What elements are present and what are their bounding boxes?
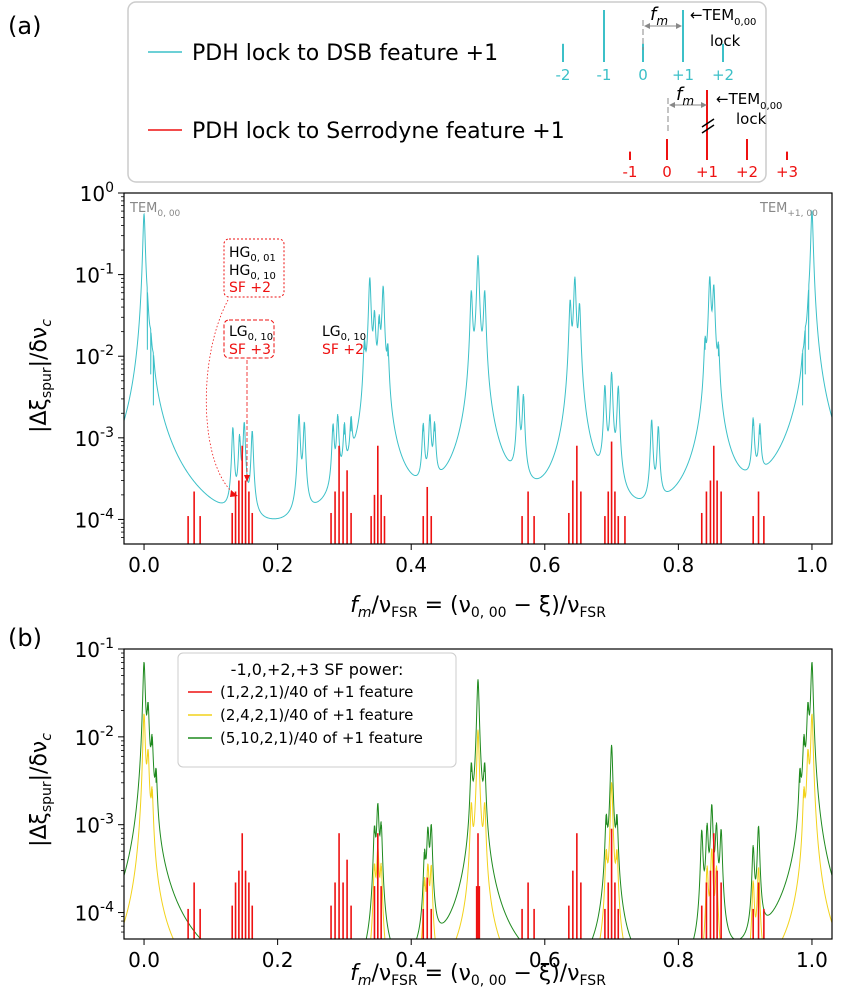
- panel-a-x-axis-label: fm/νFSR = (ν0, 00 − ξ)/νFSR: [350, 593, 606, 621]
- panel-a-y-ticks: 100 10-1 10-2 10-3 10-4: [75, 180, 124, 538]
- panel-b-plot-area: [124, 661, 832, 939]
- x-tick-label: 0.6: [529, 948, 561, 972]
- panel-label-b: (b): [8, 624, 42, 652]
- arrowhead-hg: [230, 490, 238, 497]
- panel-b-y-axis-label: |Δξspur|/δνc: [27, 733, 55, 847]
- inset-tem-label-2: ←TEM0,00: [716, 90, 782, 112]
- legend-b-label: (5,10,2,1)/40 of +1 feature: [220, 729, 423, 747]
- x-tick-label: 0.6: [529, 553, 561, 577]
- annotation-tem-0-00: TEM0, 00: [129, 201, 181, 219]
- y-tick-label: 10-3: [75, 812, 114, 838]
- legend-b-label: (2,4,2,1)/40 of +1 feature: [220, 706, 413, 724]
- inset-dsb-order-label: -2: [556, 66, 571, 84]
- legend-b-title: -1,0,+2,+3 SF power:: [231, 660, 404, 679]
- panel-b: 0.0 0.2 0.4 0.6 0.8 1.0 10-1 10-2 10-3 10-4 -1,0…: [27, 636, 833, 989]
- arrowhead-lg: [244, 475, 250, 482]
- y-tick-label: 10-3: [75, 425, 114, 451]
- inset-serrodyne-order-label: 0: [662, 163, 672, 181]
- x-tick-label: 0.0: [128, 948, 160, 972]
- y-tick-label: 10-2: [75, 724, 114, 750]
- annotation-lg-0-10-a: LG0, 10: [229, 324, 273, 343]
- x-tick-label: 0.8: [662, 948, 694, 972]
- panel-b-frame: [123, 648, 833, 940]
- inset-serrodyne-order-label: +1: [696, 163, 718, 181]
- y-tick-label: 10-2: [75, 343, 114, 369]
- x-tick-label: 1.0: [796, 948, 828, 972]
- break-mark-1: [701, 118, 715, 128]
- annotation-sf-plus3: SF +3: [229, 342, 271, 358]
- inset-dsb-order-label: +1: [672, 66, 694, 84]
- annotation-sf-plus2-a: SF +2: [229, 280, 271, 296]
- x-tick-label: 0.2: [262, 948, 294, 972]
- inset-dsb-fm-annotation: fm ←TEM0,00 lock: [642, 4, 756, 50]
- x-tick-label: 0.2: [262, 553, 294, 577]
- inset-dsb-order-label: +2: [712, 66, 734, 84]
- x-tick-label: 0.8: [662, 553, 694, 577]
- x-tick-label: 0.4: [395, 948, 427, 972]
- y-tick-label: 10-4: [75, 506, 115, 532]
- panel-b-x-axis-label: fm/νFSR = (ν0, 00 − ξ)/νFSR: [350, 961, 606, 989]
- inset-fm-label-2: fm: [676, 84, 694, 108]
- panel-b-x-ticks: 0.0 0.2 0.4 0.6 0.8 1.0: [128, 939, 828, 972]
- annotation-lg-0-10-b: LG0, 10: [322, 324, 366, 343]
- annotation-sf-plus2-b: SF +2: [322, 342, 364, 358]
- panel-b-y-ticks: 10-1 10-2 10-3 10-4: [75, 636, 124, 933]
- annotation-box-lg: [223, 319, 275, 359]
- panel-a-x-ticks: 0.0 0.2 0.4 0.6 0.8 1.0: [128, 544, 828, 577]
- break-mark-2: [701, 124, 715, 134]
- inset-serrodyne-order-label: +3: [776, 163, 798, 181]
- inset-fm-label-1: fm: [650, 4, 668, 28]
- inset-serrodyne-orders: -1 0 +1 +2 +3: [623, 90, 798, 181]
- annotation-hg-0-10: HG0, 10: [229, 263, 276, 282]
- legend-label-serrodyne: PDH lock to Serrodyne feature +1: [192, 119, 565, 144]
- y-tick-label: 10-1: [75, 636, 114, 662]
- legend-box-b: [177, 652, 457, 768]
- panel-a: 0.0 0.2 0.4 0.6 0.8 1.0 100 10-1 10-2 10-3 10-4 T…: [27, 180, 833, 621]
- inset-lock-label-1: lock: [710, 32, 741, 50]
- series-line: [124, 661, 832, 939]
- inset-dsb-order-label: 0: [638, 66, 648, 84]
- panel-label-a: (a): [8, 12, 41, 40]
- inset-tem-label-1: ←TEM0,00: [690, 6, 756, 28]
- inset-serrodyne-order-label: -1: [623, 163, 638, 181]
- panel-a-y-axis-label: |Δξspur|/δνc: [27, 319, 55, 433]
- annotation-box-hg: [223, 238, 285, 298]
- y-tick-label: 10-1: [75, 262, 114, 288]
- y-tick-label: 10-4: [75, 900, 115, 926]
- inset-serrodyne-fm-annotation: fm ←TEM0,00 lock: [667, 84, 782, 134]
- annotation-tem-plus1-00: TEM+1, 00: [759, 201, 818, 219]
- series-line: [124, 713, 832, 939]
- inset-serrodyne-order-label: +2: [736, 163, 758, 181]
- y-tick-label: 100: [80, 180, 114, 206]
- legend-box-a: [127, 1, 767, 183]
- panel-a-plot-area: [124, 209, 832, 544]
- inset-dsb-order-label: -1: [597, 66, 612, 84]
- x-tick-label: 1.0: [796, 553, 828, 577]
- legend-label-dsb: PDH lock to DSB feature +1: [192, 41, 498, 66]
- legend-b-label: (1,2,2,1)/40 of +1 feature: [220, 683, 413, 701]
- inset-dsb-orders: -2 -1 0 +1 +2: [556, 10, 734, 84]
- annotation-hg-0-01: HG0, 01: [229, 245, 276, 264]
- legend-b-items: (1,2,2,1)/40 of +1 feature (2,4,2,1)/40 o…: [188, 683, 423, 747]
- x-tick-label: 0.4: [395, 553, 427, 577]
- inset-lock-label-2: lock: [736, 110, 767, 128]
- x-tick-label: 0.0: [128, 553, 160, 577]
